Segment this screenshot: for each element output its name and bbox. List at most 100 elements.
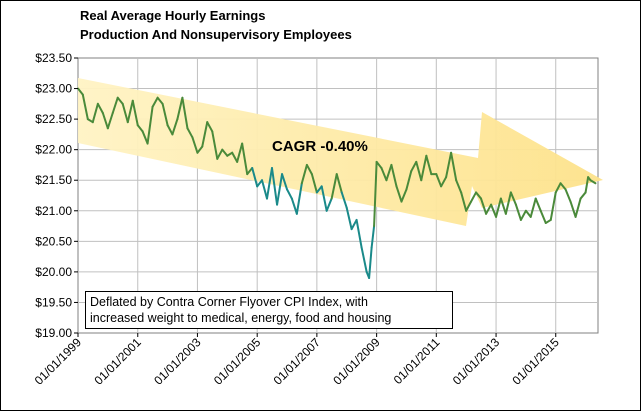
series-line-segment [286,188,293,200]
series-line-segment [300,163,308,185]
series-line-segment [350,218,358,231]
series-line-segment [186,127,194,139]
series-line-segment [136,124,144,133]
series-line-segment [375,160,383,169]
trend-arrow [78,78,603,226]
series-line-segment [539,209,547,224]
series-line-segment [380,167,388,182]
series-line-segment [360,246,368,273]
x-tick-label: 01/01/1999 [32,335,85,388]
series-line-segment [91,102,99,124]
series-line-segment [276,173,284,206]
series-line-segment [455,179,463,194]
x-tick-label: 01/01/2011 [391,335,443,387]
series-line-segment [206,121,214,133]
series-line-segment [81,93,89,121]
series-line-segment [529,197,537,218]
series-line-segment [549,191,557,221]
series-line-segment [151,96,159,108]
series-line-segment [514,203,522,221]
note-box: Deflated by Contra Corner Flyover CPI In… [85,291,453,329]
x-tick-label: 01/01/2009 [330,335,383,388]
series-line-segment [77,87,84,96]
series-line-segment [251,167,259,188]
series-line-segment [435,173,443,188]
series-line-segment [470,191,478,203]
series-line-segment [420,154,428,182]
series-line-segment [201,121,209,148]
series-line-segment [400,188,408,203]
series-line-segment [405,170,413,191]
series-line-segment [126,99,134,124]
series-line-segment [485,203,493,215]
series-line-segment [270,167,279,206]
x-tick-label: 01/01/2007 [271,335,324,388]
series-line-segment [246,167,254,176]
series-line-segment [121,102,129,124]
chart-subtitle: Production And Nonsupervisory Employees [80,27,352,42]
series-line-segment [310,173,318,194]
series-line-segment [569,200,577,218]
series-line-segment [171,118,179,136]
y-tick-label: $22.50 [35,112,72,126]
series-line-segment [395,185,403,203]
series-line-segment [425,154,433,176]
series-line-segment [106,112,114,130]
series-line-segment [574,197,582,218]
note-line-1: Deflated by Contra Corner Flyover CPI In… [90,295,368,309]
y-tick-label: $23.00 [35,82,72,96]
x-tick-label: 01/01/2005 [211,335,264,388]
series-line-segment [320,185,328,212]
series-line-segment [216,148,224,160]
series-line-segment [281,173,289,191]
series-line-segment [340,191,348,209]
series-line-segment [373,160,378,228]
series-line-segment [465,200,473,212]
series-line-segment [161,102,169,127]
series-line-segment [156,96,164,105]
series-line-segment [499,197,507,215]
series-line-segment [579,191,587,200]
x-tick-label: 01/01/2001 [92,335,145,388]
series-line-segment [475,191,483,200]
series-line-segment [440,176,448,188]
series-line-segment [519,209,527,221]
series-line-segment [564,188,572,203]
series-line-segment [141,130,149,145]
series-layer [77,87,597,279]
series-line-segment [370,225,376,249]
series-line-segment [166,124,174,136]
x-axis-ticks: 01/01/1999 01/01/2001 01/01/2003 01/01/2005… [32,333,562,388]
note-line-2: increased weight to medical, energy, foo… [90,311,392,325]
series-line-segment [191,136,199,154]
y-tick-label: $21.50 [35,173,72,187]
series-line-segment [390,163,398,188]
series-line-segment [231,151,239,163]
series-line-segment [415,160,423,182]
series-line-segment [111,96,119,114]
series-line-segment [495,197,502,218]
series-line-segment [176,96,184,121]
series-line-segment [355,218,363,249]
series-line-segment [460,191,468,212]
series-line-segment [261,179,269,200]
y-tick-label: $22.00 [35,143,72,157]
y-tick-label: $20.50 [35,234,72,248]
series-line-segment [116,96,124,105]
series-line-segment [131,99,139,127]
series-line-segment [196,145,204,154]
series-line-segment [368,246,373,279]
y-tick-label: $19.50 [35,295,72,309]
chart-title: Real Average Hourly Earnings [80,8,266,23]
series-line-segment [305,163,313,176]
x-tick-label: 01/01/2015 [509,335,562,388]
series-line-segment [410,160,418,173]
series-line-segment [241,142,249,176]
y-axis-ticks: $19.00 $19.50 $20.00 $20.50 $21.00 $21.50 $22.… [35,51,78,340]
y-tick-label: $23.50 [35,51,72,65]
series-line-segment [554,182,562,194]
series-line-segment [445,151,453,179]
series-line-segment [534,197,542,212]
series-line-segment [385,163,393,182]
